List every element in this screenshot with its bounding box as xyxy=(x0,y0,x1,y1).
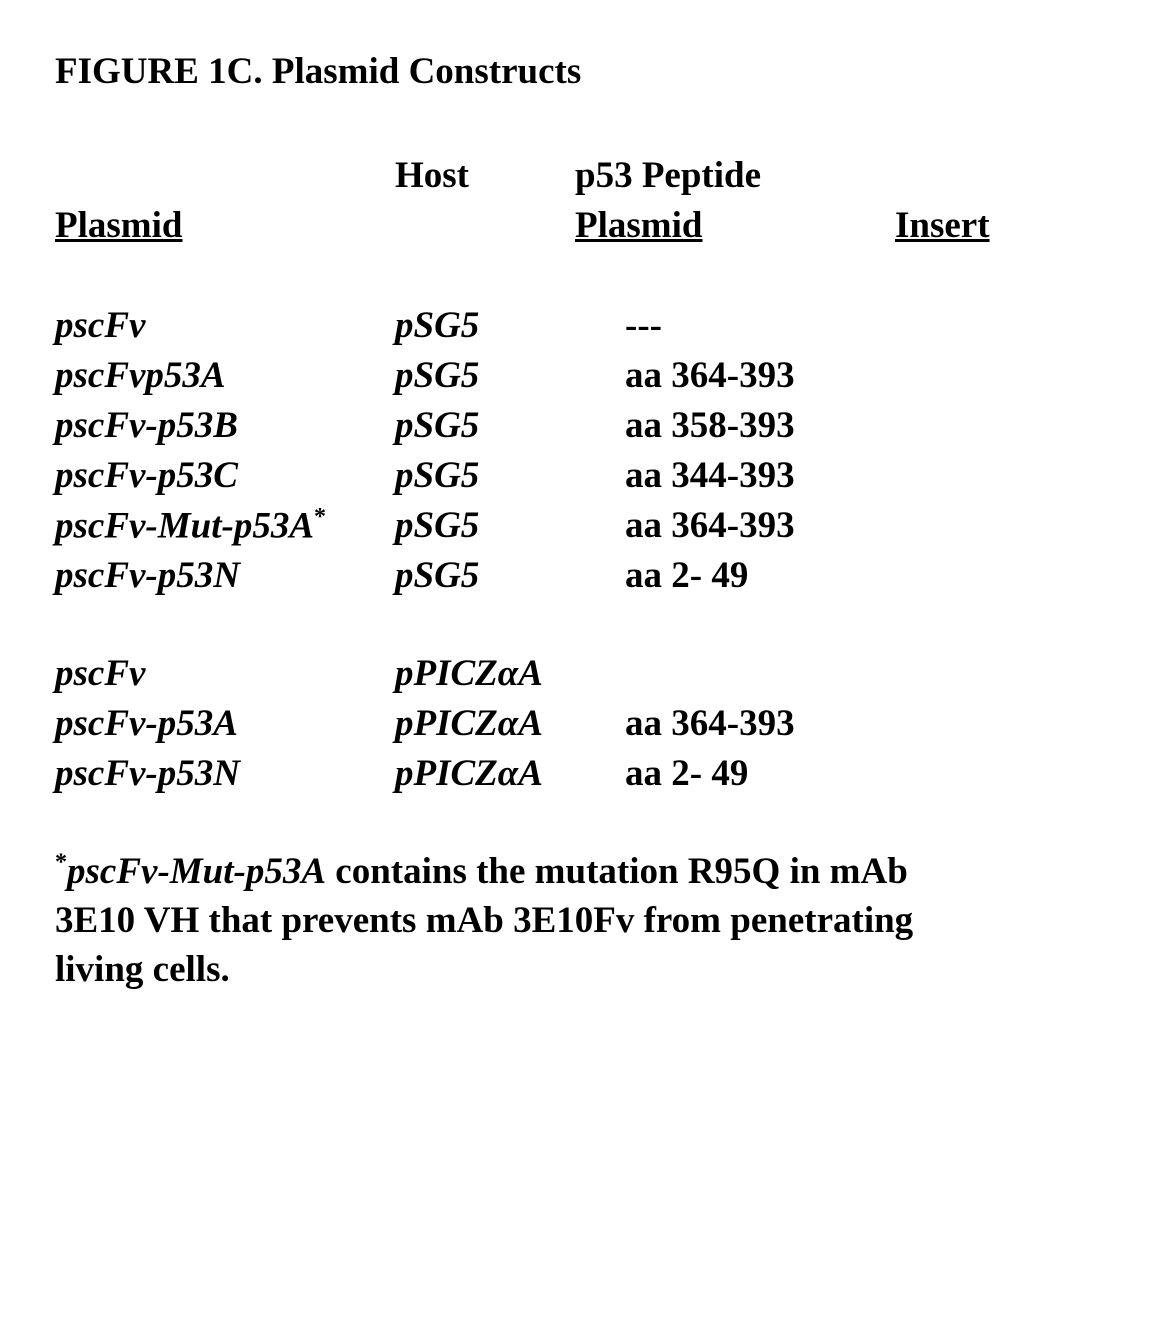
table-row: pscFv-Mut-p53A* pSG5aa 364-393 xyxy=(55,501,1096,551)
table-row: pscFvpSG5--- xyxy=(55,301,1096,351)
cell-plasmid: pscFv xyxy=(55,649,395,699)
cell-plasmid: pscFv-Mut-p53A* xyxy=(55,501,395,551)
cell-host: pPICZαA xyxy=(395,699,615,749)
figure-title: FIGURE 1C. Plasmid Constructs xyxy=(55,50,1096,93)
cell-insert: aa 2- 49 xyxy=(615,551,1096,601)
cell-insert: --- xyxy=(615,301,1096,351)
cell-host: pSG5 xyxy=(395,501,615,551)
cell-insert: aa 344-393 xyxy=(615,451,1096,501)
cell-insert xyxy=(615,649,1096,699)
footnote: *pscFv-Mut-p53A contains the mutation R9… xyxy=(55,847,975,995)
cell-insert: aa 358-393 xyxy=(615,401,1096,451)
cell-host: pSG5 xyxy=(395,451,615,501)
header-plasmid: Plasmid xyxy=(55,151,395,251)
cell-plasmid: pscFvp53A xyxy=(55,351,395,401)
cell-insert: aa 364-393 xyxy=(615,501,1096,551)
footnote-lead: pscFv-Mut-p53A xyxy=(67,851,326,892)
footnote-star: * xyxy=(55,849,67,875)
header-p53: p53 Peptide Plasmid xyxy=(575,151,895,251)
table-row: pscFv-p53ApPICZαAaa 364-393 xyxy=(55,699,1096,749)
cell-insert: aa 364-393 xyxy=(615,699,1096,749)
plasmid-table: pscFvpSG5---pscFvp53ApSG5aa 364-393pscFv… xyxy=(55,301,1096,799)
cell-host: pPICZαA xyxy=(395,649,615,699)
table-row: pscFvp53ApSG5aa 364-393 xyxy=(55,351,1096,401)
cell-plasmid: pscFv-p53A xyxy=(55,699,395,749)
header-host: Host xyxy=(395,151,575,251)
cell-host: pPICZαA xyxy=(395,749,615,799)
table-row: pscFv-p53NpPICZαAaa 2- 49 xyxy=(55,749,1096,799)
cell-plasmid: pscFv-p53B xyxy=(55,401,395,451)
cell-host: pSG5 xyxy=(395,551,615,601)
cell-insert: aa 2- 49 xyxy=(615,749,1096,799)
cell-plasmid: pscFv-p53C xyxy=(55,451,395,501)
cell-plasmid: pscFv xyxy=(55,301,395,351)
cell-plasmid: pscFv-p53N xyxy=(55,749,395,799)
table-header: Plasmid Host p53 Peptide Plasmid Insert xyxy=(55,151,1096,251)
table-row: pscFv-p53BpSG5aa 358-393 xyxy=(55,401,1096,451)
header-insert: Insert xyxy=(895,151,990,251)
superscript-star: * xyxy=(314,504,326,530)
cell-insert: aa 364-393 xyxy=(615,351,1096,401)
cell-host: pSG5 xyxy=(395,301,615,351)
table-row: pscFvpPICZαA xyxy=(55,649,1096,699)
cell-host: pSG5 xyxy=(395,351,615,401)
table-row: pscFv-p53NpSG5aa 2- 49 xyxy=(55,551,1096,601)
cell-host: pSG5 xyxy=(395,401,615,451)
cell-plasmid: pscFv-p53N xyxy=(55,551,395,601)
table-row: pscFv-p53CpSG5aa 344-393 xyxy=(55,451,1096,501)
